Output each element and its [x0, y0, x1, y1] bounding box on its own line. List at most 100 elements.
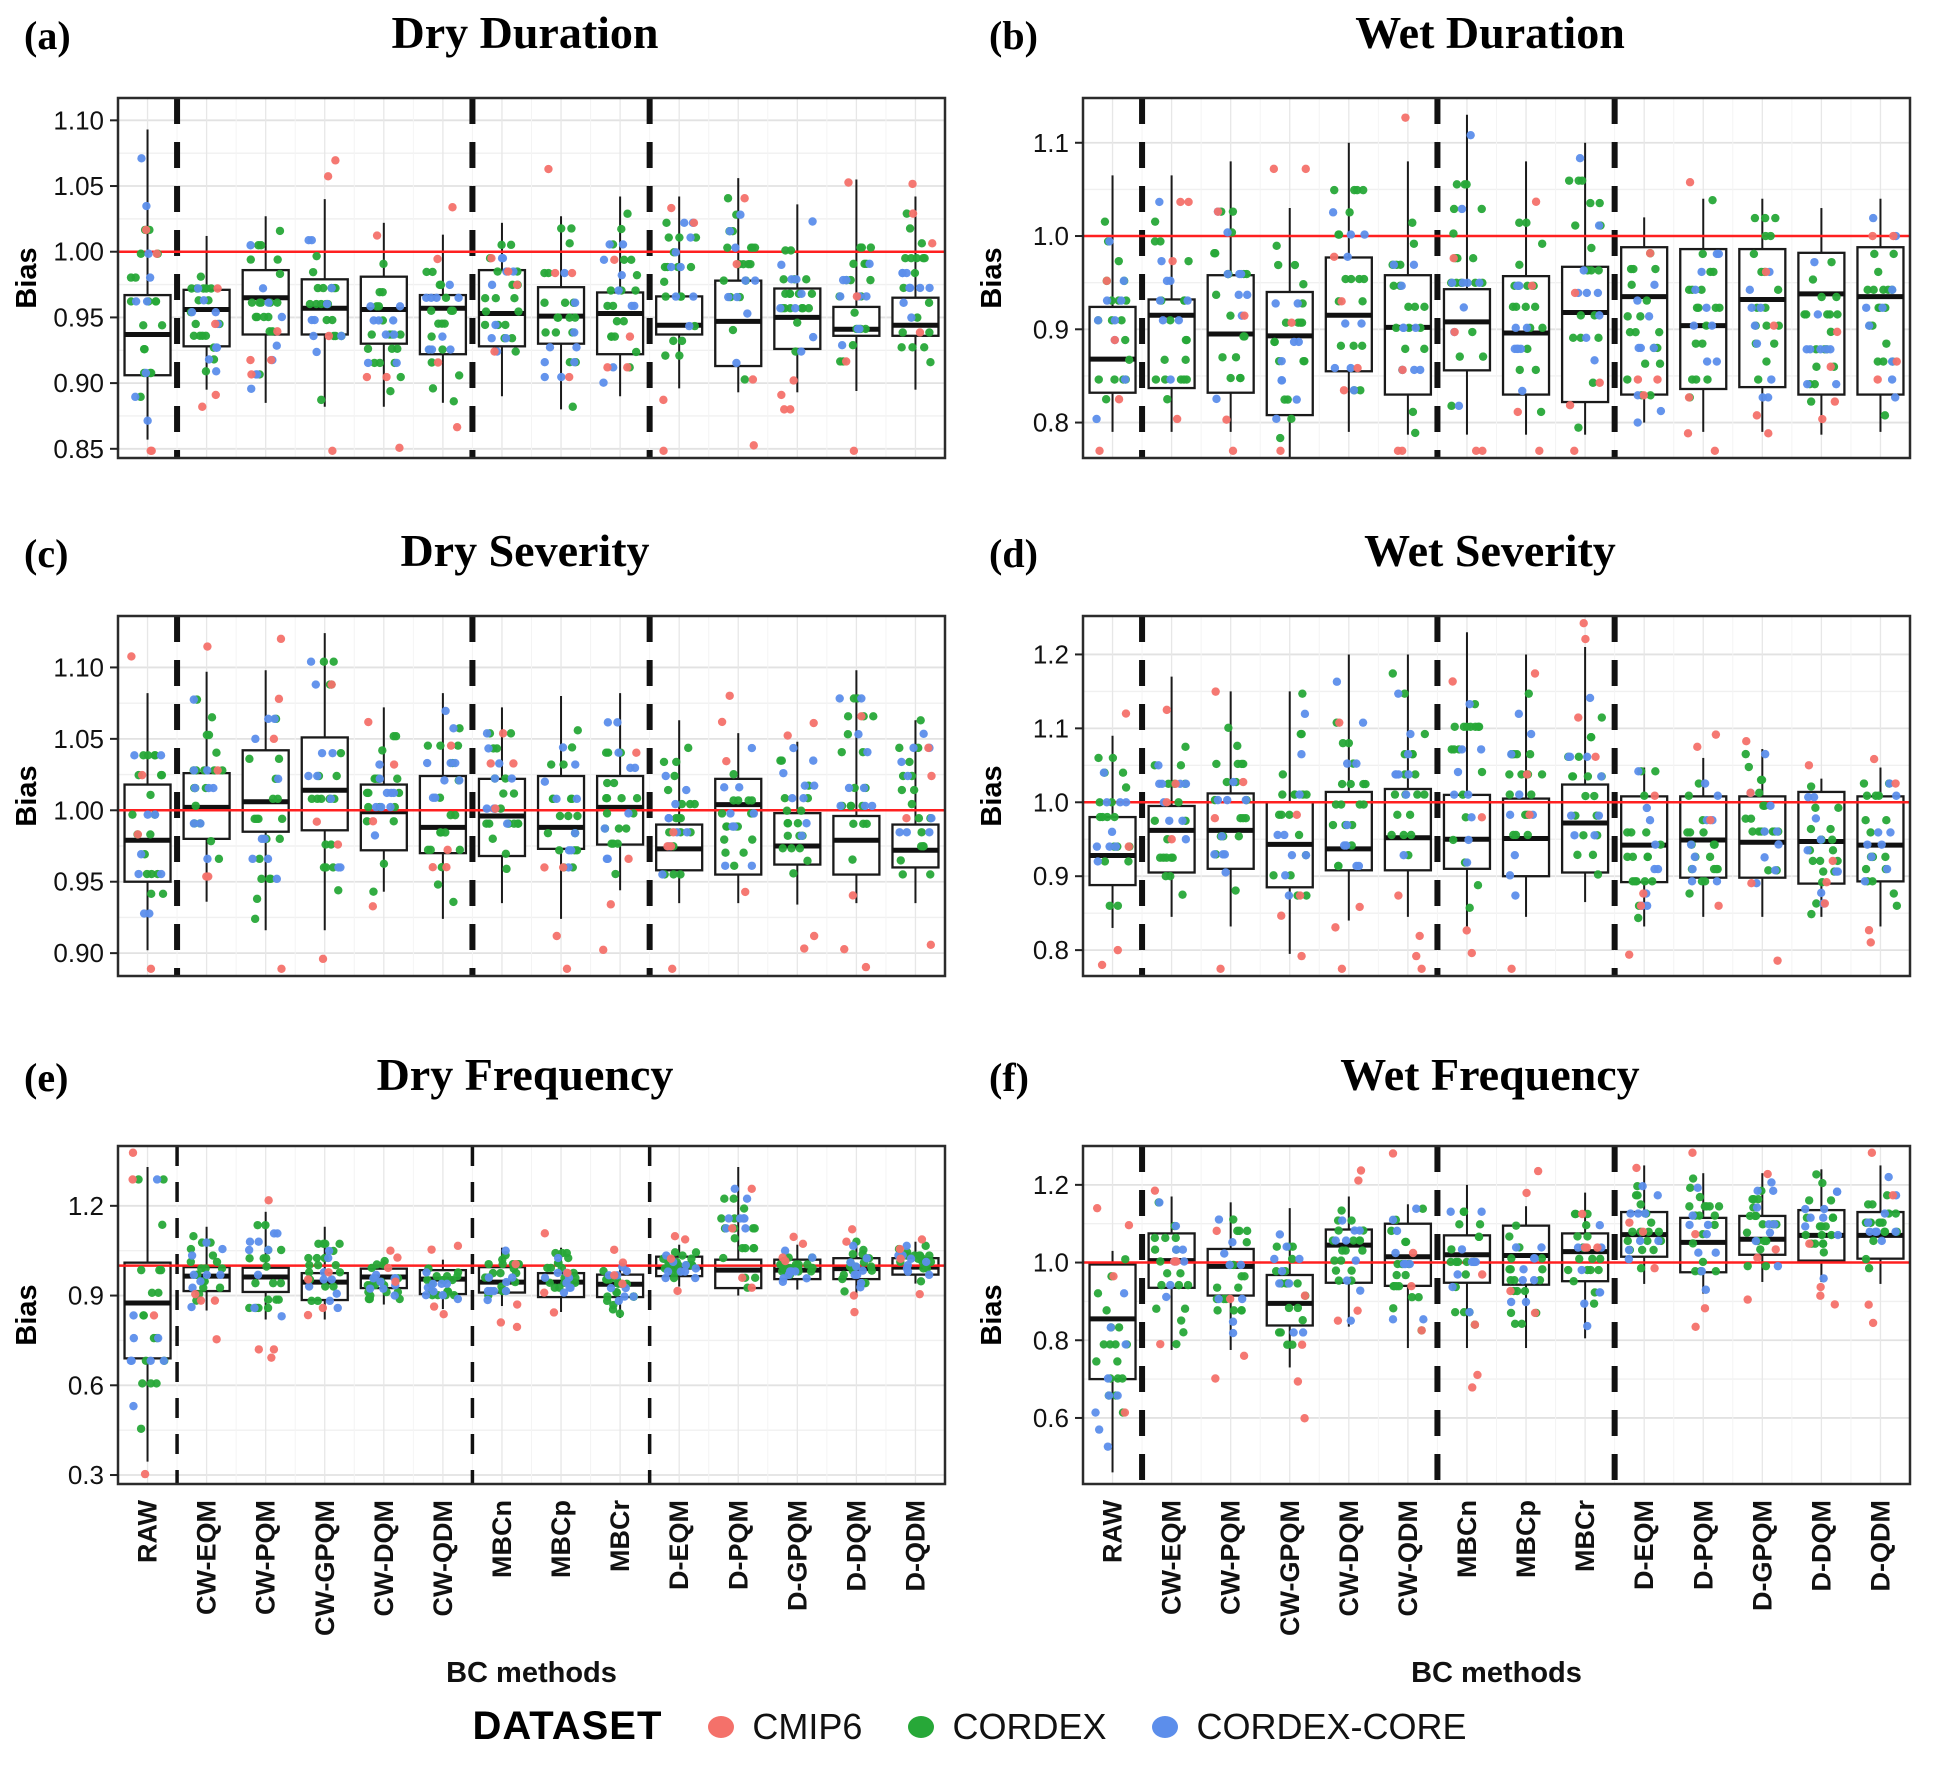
legend-label-cmip6: CMIP6	[752, 1705, 863, 1747]
legend-label-cordex-core: CORDEX-CORE	[1196, 1705, 1467, 1747]
svg-text:0.8: 0.8	[1033, 1325, 1069, 1355]
svg-text:1.05: 1.05	[53, 724, 104, 754]
svg-text:1.10: 1.10	[53, 652, 104, 682]
cordex-core-dot-icon	[1152, 1715, 1179, 1738]
svg-text:Bias: Bias	[976, 247, 1008, 308]
legend-item-cmip6: CMIP6	[708, 1706, 862, 1748]
svg-text:0.6: 0.6	[68, 1370, 104, 1400]
panel-b-letter: (b)	[989, 13, 1038, 58]
panel-b-title: Wet Duration	[1355, 7, 1625, 58]
svg-text:CW-EQM: CW-EQM	[192, 1500, 222, 1615]
svg-text:CW-DQM: CW-DQM	[1334, 1500, 1364, 1616]
panel-c-plot: 0.90 0.95 1.00 1.05 1.10 Bias	[11, 614, 947, 978]
svg-text:D-EQM: D-EQM	[1629, 1500, 1659, 1590]
svg-text:RAW: RAW	[1098, 1499, 1128, 1563]
svg-text:MBCr: MBCr	[1570, 1500, 1600, 1572]
svg-text:0.9: 0.9	[1033, 314, 1069, 344]
svg-text:CW-GPQM: CW-GPQM	[310, 1500, 340, 1636]
legend-label-cordex: CORDEX	[952, 1705, 1107, 1747]
legend-item-cordex: CORDEX	[908, 1706, 1106, 1748]
svg-text:1.2: 1.2	[68, 1191, 104, 1221]
svg-text:CW-QDM: CW-QDM	[428, 1500, 458, 1616]
svg-text:D-DQM: D-DQM	[841, 1500, 871, 1591]
svg-text:0.6: 0.6	[1033, 1403, 1069, 1433]
svg-text:CW-QDM: CW-QDM	[1393, 1500, 1423, 1616]
svg-text:D-PQM: D-PQM	[723, 1500, 753, 1590]
svg-text:MBCr: MBCr	[605, 1500, 635, 1572]
svg-text:1.0: 1.0	[1033, 1248, 1069, 1278]
panel-e-letter: (e)	[24, 1055, 69, 1100]
svg-text:MBCn: MBCn	[487, 1500, 517, 1578]
panel-c: (c) Dry Severity 0.90 0.95 1.00 1.05 1.10 Bia…	[10, 522, 960, 1036]
panel-f-title: Wet Frequency	[1340, 1049, 1640, 1100]
svg-text:MBCp: MBCp	[546, 1500, 576, 1578]
svg-text:CW-PQM: CW-PQM	[1216, 1500, 1246, 1615]
panel-a: (a) Dry Duration 0.85 0.90 0.95 1.00 1.05 1.1…	[10, 4, 960, 518]
svg-text:Bias: Bias	[976, 1284, 1008, 1345]
svg-text:0.8: 0.8	[1033, 935, 1069, 965]
svg-text:D-QDM: D-QDM	[1865, 1500, 1895, 1591]
svg-text:CW-EQM: CW-EQM	[1157, 1500, 1187, 1615]
svg-text:1.1: 1.1	[1033, 713, 1069, 743]
panel-c-letter: (c)	[24, 531, 69, 576]
panel-d-letter: (d)	[989, 531, 1038, 576]
panel-c-title: Dry Severity	[400, 525, 650, 576]
legend-item-cordex-core: CORDEX-CORE	[1152, 1705, 1467, 1748]
cmip6-dot-icon	[708, 1715, 735, 1738]
panel-e: (e) Dry Frequency 0.3 0.6 0.9 1.2 Bias RAW CW-…	[10, 1046, 960, 1706]
panel-f-letter: (f)	[989, 1055, 1029, 1100]
svg-text:MBCp: MBCp	[1511, 1500, 1541, 1578]
panel-a-plot: 0.85 0.90 0.95 1.00 1.05 1.10 Bias	[11, 96, 947, 464]
svg-text:0.9: 0.9	[1033, 861, 1069, 891]
svg-text:1.00: 1.00	[53, 237, 104, 267]
legend-title: DATASET	[472, 1704, 663, 1748]
svg-text:Bias: Bias	[976, 765, 1008, 826]
panel-a-letter: (a)	[24, 13, 71, 58]
svg-text:0.85: 0.85	[53, 434, 104, 464]
svg-text:1.00: 1.00	[53, 795, 104, 825]
svg-text:1.0: 1.0	[1033, 787, 1069, 817]
svg-text:0.9: 0.9	[68, 1281, 104, 1311]
svg-text:1.2: 1.2	[1033, 1170, 1069, 1200]
panel-f: (f) Wet Frequency 0.6 0.8 1.0 1.2 Bias RAW CW-…	[975, 1046, 1925, 1706]
svg-text:0.95: 0.95	[53, 302, 104, 332]
svg-text:CW-PQM: CW-PQM	[251, 1500, 281, 1615]
svg-text:1.0: 1.0	[1033, 221, 1069, 251]
panel-a-title: Dry Duration	[391, 7, 659, 58]
dataset-legend: DATASET CMIP6 CORDEX CORDEX-CORE	[0, 1704, 1939, 1749]
svg-text:BC methods: BC methods	[446, 1657, 617, 1689]
svg-text:D-DQM: D-DQM	[1806, 1500, 1836, 1591]
svg-text:D-EQM: D-EQM	[664, 1500, 694, 1590]
panel-b: (b) Wet Duration 0.8 0.9 1.0 1.1 Bias	[975, 4, 1925, 518]
svg-text:BC methods: BC methods	[1411, 1657, 1582, 1689]
svg-text:D-GPQM: D-GPQM	[1747, 1500, 1777, 1611]
svg-text:MBCn: MBCn	[1452, 1500, 1482, 1578]
svg-text:D-QDM: D-QDM	[900, 1500, 930, 1591]
svg-text:Bias: Bias	[11, 765, 43, 826]
panel-d: (d) Wet Severity 0.8 0.9 1.0 1.1 1.2 Bias	[975, 522, 1925, 1036]
panel-d-plot: 0.8 0.9 1.0 1.1 1.2 Bias	[976, 614, 1912, 978]
svg-text:Bias: Bias	[11, 247, 43, 308]
panel-f-plot: 0.6 0.8 1.0 1.2 Bias RAW CW-EQM CW-PQM CW-GPQM CW…	[976, 1144, 1912, 1689]
panel-b-plot: 0.8 0.9 1.0 1.1 Bias	[976, 96, 1912, 460]
svg-text:1.1: 1.1	[1033, 128, 1069, 158]
svg-text:1.10: 1.10	[53, 105, 104, 135]
svg-text:0.90: 0.90	[53, 938, 104, 968]
svg-text:RAW: RAW	[133, 1499, 163, 1563]
panel-e-plot: 0.3 0.6 0.9 1.2 Bias RAW CW-EQM CW-PQM CW-GPQM CW…	[11, 1144, 947, 1689]
svg-text:1.05: 1.05	[53, 171, 104, 201]
svg-text:D-GPQM: D-GPQM	[782, 1500, 812, 1611]
svg-text:Bias: Bias	[11, 1284, 43, 1345]
svg-text:0.3: 0.3	[68, 1460, 104, 1490]
panel-e-title: Dry Frequency	[376, 1049, 674, 1100]
svg-text:0.90: 0.90	[53, 368, 104, 398]
svg-text:CW-GPQM: CW-GPQM	[1275, 1500, 1305, 1636]
svg-text:CW-DQM: CW-DQM	[369, 1500, 399, 1616]
svg-text:1.2: 1.2	[1033, 639, 1069, 669]
cordex-dot-icon	[908, 1715, 935, 1738]
svg-text:0.8: 0.8	[1033, 408, 1069, 438]
svg-text:D-PQM: D-PQM	[1688, 1500, 1718, 1590]
panel-d-title: Wet Severity	[1364, 525, 1616, 576]
svg-text:0.95: 0.95	[53, 867, 104, 897]
